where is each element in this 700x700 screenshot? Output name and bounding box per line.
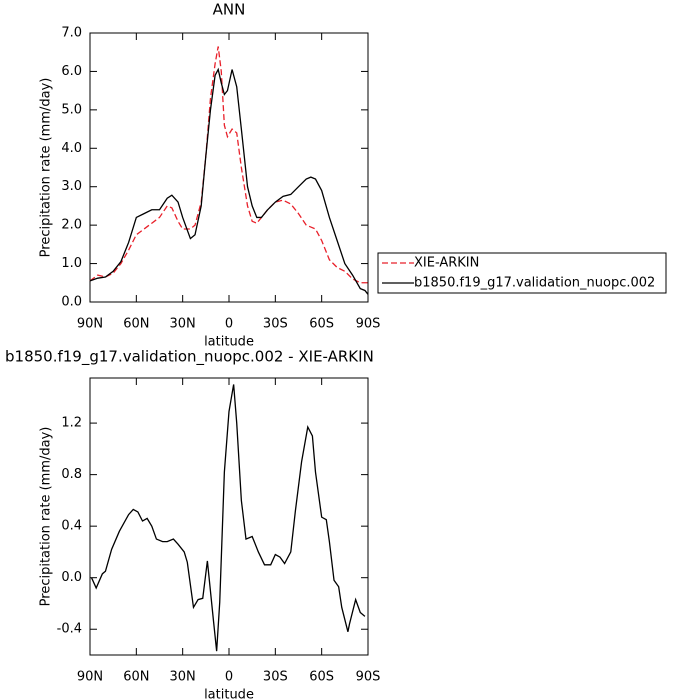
x-axis-label: latitude [204, 335, 254, 350]
y-tick-label: 0.4 [61, 519, 82, 534]
plot-frame [89, 32, 369, 303]
y-tick-label: 4.0 [61, 141, 82, 156]
x-tick-label: 90N [77, 670, 103, 685]
x-tick-label: 90S [356, 670, 381, 685]
legend-label: b1850.f19_g17.validation_nuopc.002 [414, 276, 655, 291]
x-tick-label: 60S [309, 317, 334, 332]
chart-title: ANN [213, 1, 246, 19]
x-tick-label: 60N [123, 317, 149, 332]
data-line [89, 46, 368, 284]
x-axis-label: latitude [204, 688, 254, 700]
x-tick-label: 60N [123, 670, 149, 685]
y-tick-label: -0.4 [57, 622, 82, 637]
y-tick-label: 0.8 [61, 467, 82, 482]
x-tick-label: 0 [225, 670, 233, 685]
y-tick-label: 7.0 [61, 26, 82, 41]
data-line [89, 67, 369, 295]
x-tick-label: 30N [170, 670, 196, 685]
x-tick-label: 90S [356, 317, 381, 332]
legend-label: XIE-ARKIN [414, 256, 479, 271]
chart-title: b1850.f19_g17.validation_nuopc.002 - XIE… [5, 348, 374, 367]
y-tick-label: 6.0 [61, 64, 82, 79]
y-tick-label: 0.0 [61, 295, 82, 310]
legend-box [377, 252, 667, 294]
y-axis-label: Precipitation rate (mm/day) [39, 427, 54, 607]
x-tick-label: 90N [77, 317, 103, 332]
y-tick-label: 1.0 [61, 256, 82, 271]
x-tick-label: 30N [170, 317, 196, 332]
y-tick-label: 0.0 [61, 570, 82, 585]
y-tick-label: 3.0 [61, 179, 82, 194]
x-tick-label: 30S [263, 670, 288, 685]
x-tick-label: 60S [309, 670, 334, 685]
x-tick-label: 30S [263, 317, 288, 332]
x-tick-label: 0 [225, 317, 233, 332]
y-tick-label: 5.0 [61, 102, 82, 117]
y-axis-label: Precipitation rate (mm/day) [39, 78, 54, 258]
data-line [90, 384, 366, 652]
y-tick-label: 2.0 [61, 218, 82, 233]
y-tick-label: 1.2 [61, 416, 82, 431]
